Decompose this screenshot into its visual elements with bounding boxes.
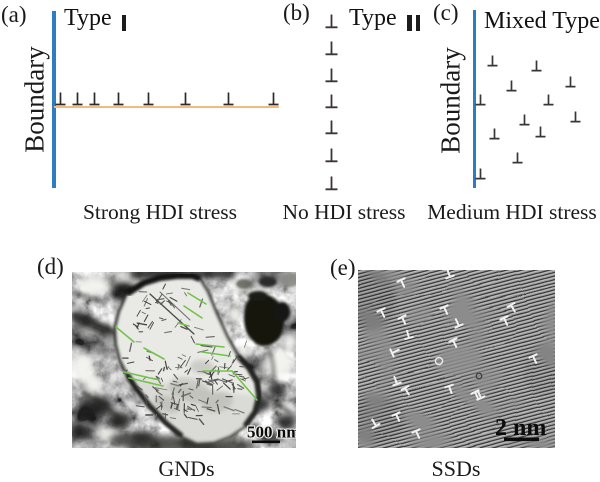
svg-text:500 nm: 500 nm <box>247 423 296 442</box>
svg-text:2 nm: 2 nm <box>495 415 546 441</box>
